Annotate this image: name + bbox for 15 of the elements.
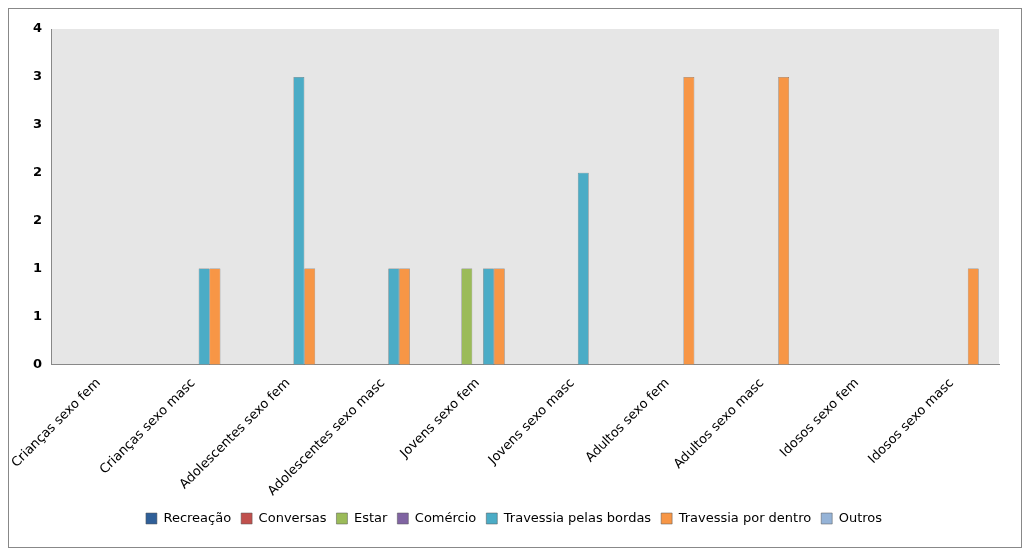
legend-label: Travessia pelas bordas (502, 509, 652, 525)
legend-label: Conversas (258, 509, 327, 525)
y-tick-label: 0 (33, 355, 43, 371)
y-tick-label: 2 (33, 212, 43, 228)
y-tick-label: 1 (33, 307, 43, 323)
legend-label: Comércio (414, 509, 477, 525)
legend-label: Estar (353, 509, 388, 525)
legend-label: Recreação (163, 509, 232, 525)
y-tick-label: 4 (33, 20, 43, 36)
y-tick-label: 2 (33, 164, 43, 180)
y-tick-label: 3 (33, 68, 43, 84)
legend-label: Travessia por dentro (677, 509, 812, 525)
y-tick-label: 1 (33, 259, 43, 275)
y-tick-label: 3 (33, 116, 43, 132)
legend-label: Outros (838, 509, 883, 525)
